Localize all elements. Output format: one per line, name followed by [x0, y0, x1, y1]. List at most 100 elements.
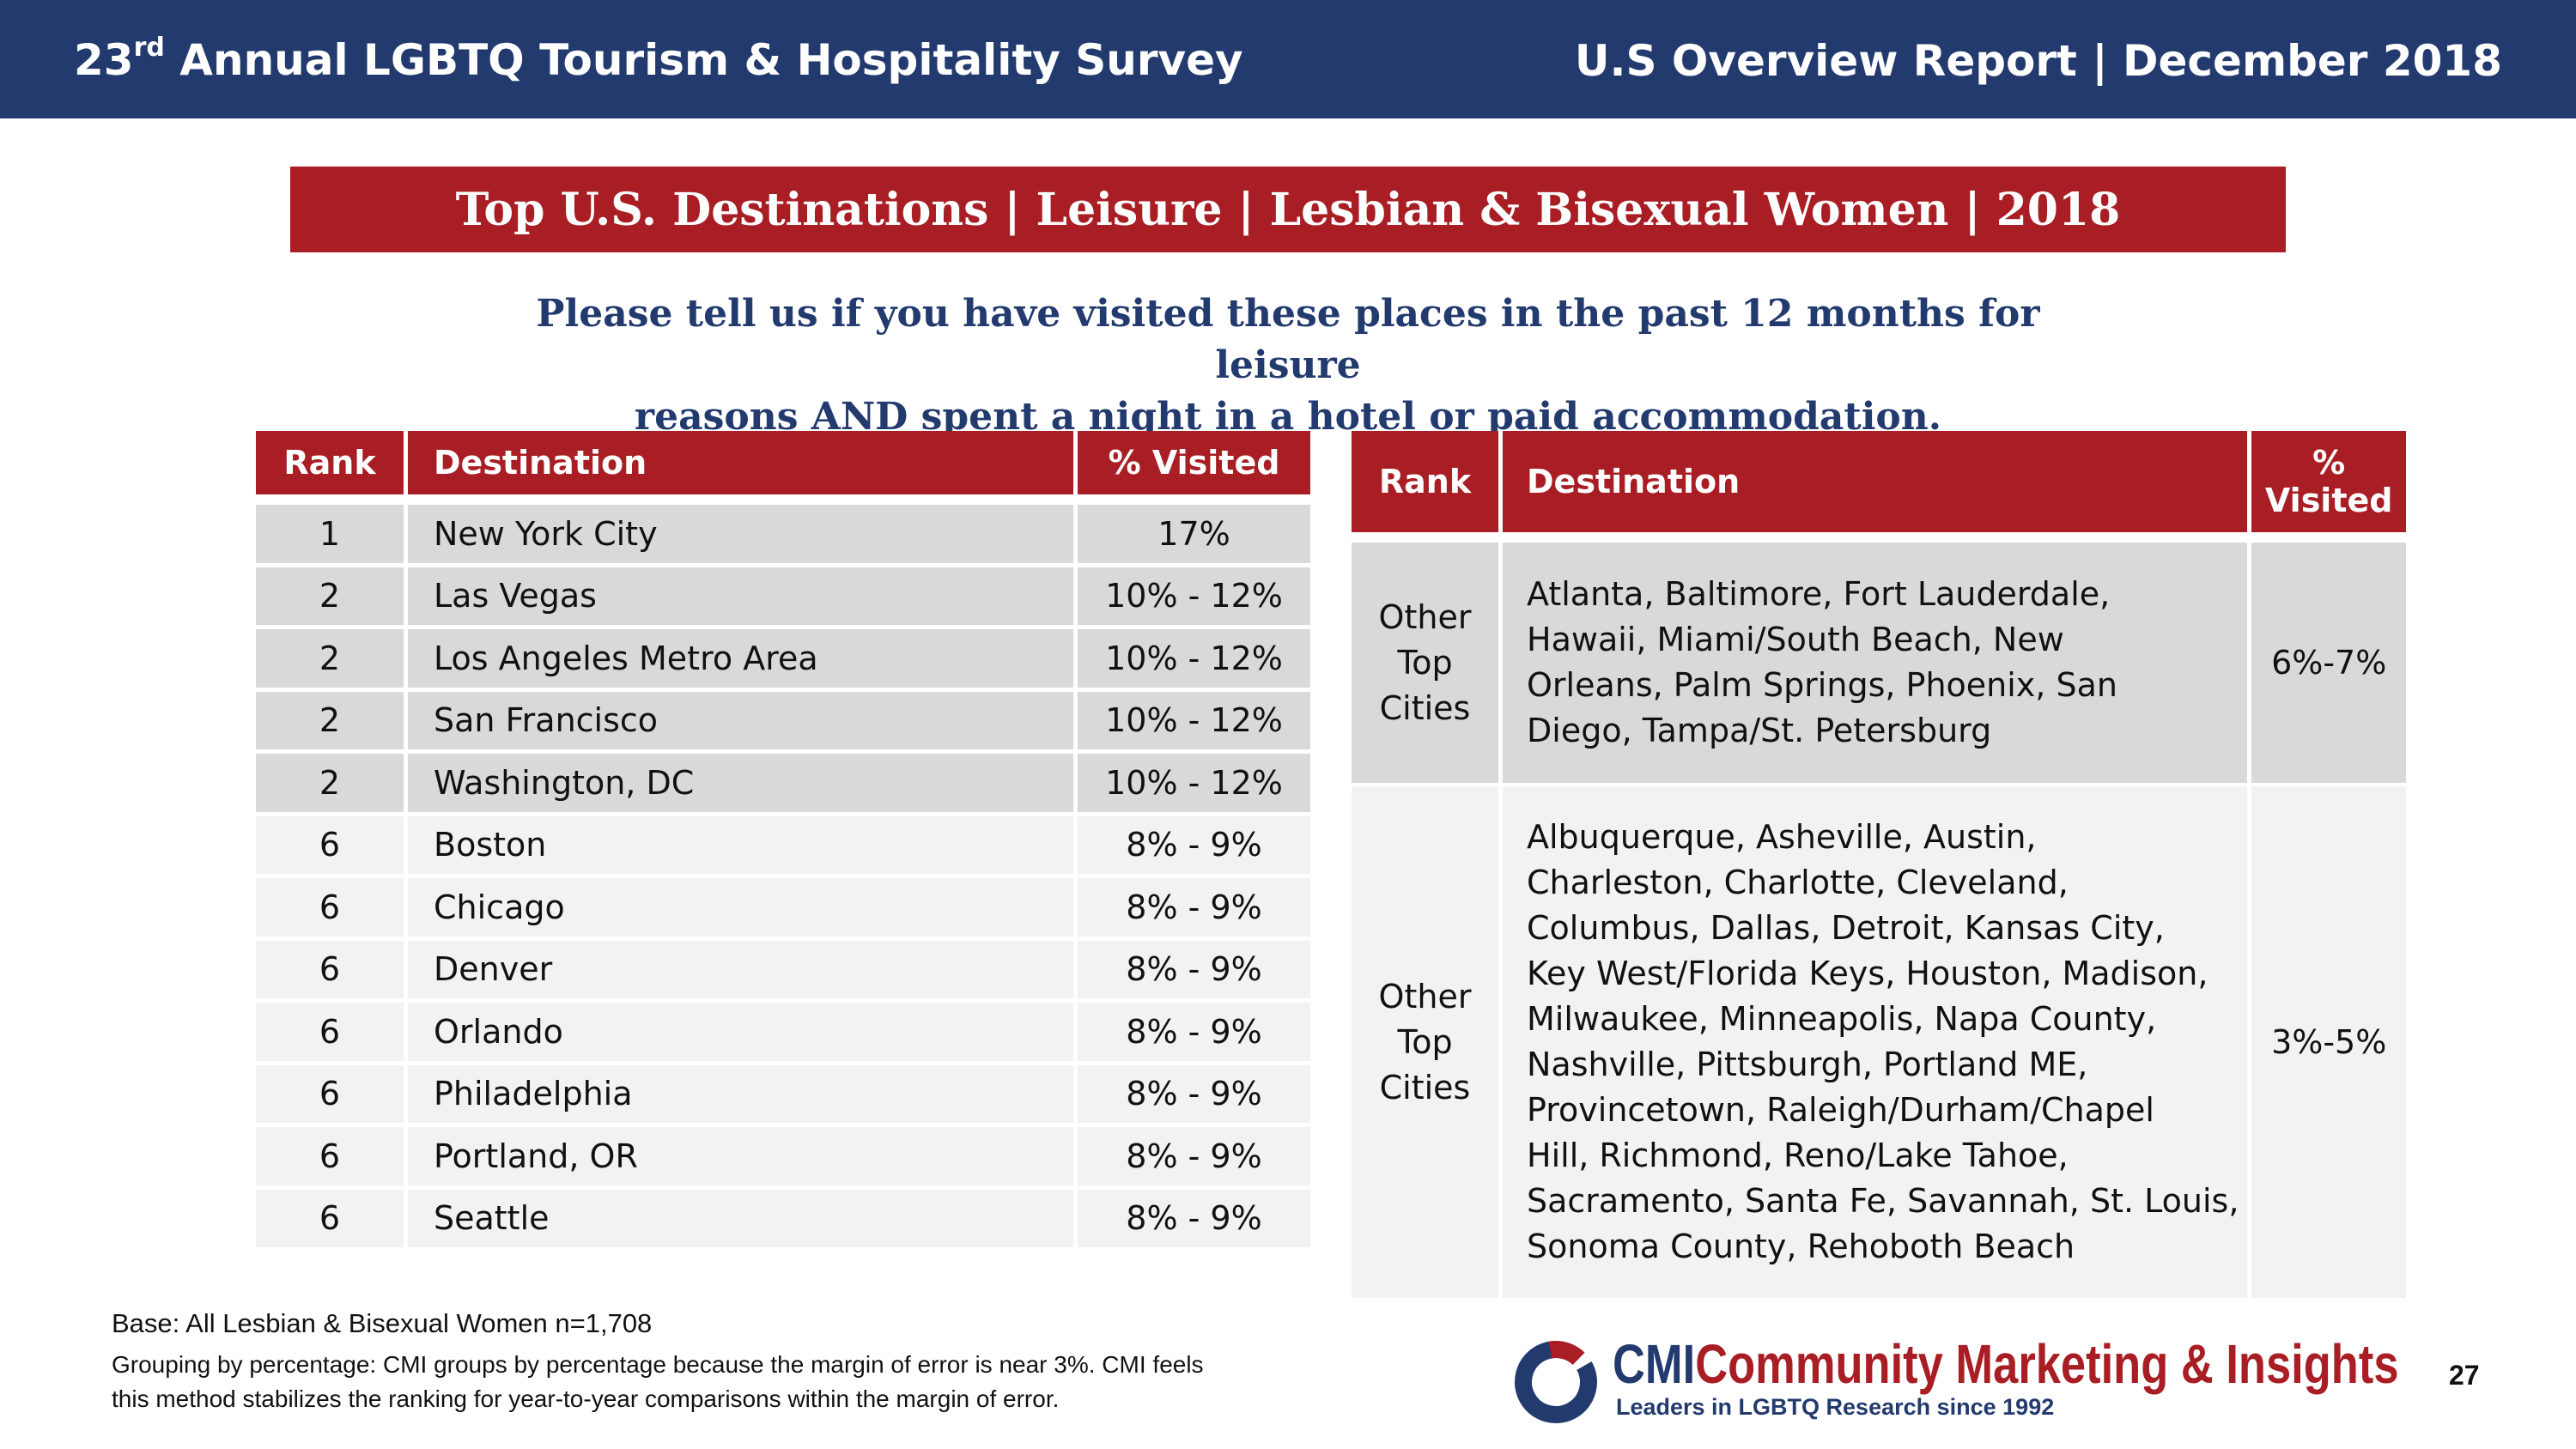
- rank-line: Other: [1378, 977, 1472, 1016]
- destination-line: Charleston, Charlotte, Cleveland,: [1527, 864, 2069, 901]
- table-row: 6 Portland, OR 8% - 9%: [256, 1127, 1310, 1190]
- cmi-logo: CMICommunity Marketing & Insights Leader…: [1511, 1333, 2404, 1423]
- destination-cell: Albuquerque, Asheville, Austin, Charlesto…: [1503, 786, 2252, 1298]
- table-header-row: Rank Destination % Visited: [1352, 431, 2406, 543]
- percent-cell: 3%-5%: [2251, 786, 2406, 1298]
- rank-cell: 6: [256, 1064, 408, 1127]
- rank-line: Other: [1378, 597, 1472, 636]
- destination-line: Hill, Richmond, Reno/Lake Tahoe,: [1527, 1137, 2069, 1174]
- survey-title: 23rd Annual LGBTQ Tourism & Hospitality …: [74, 33, 1243, 85]
- rank-cell: 2: [256, 567, 408, 629]
- table-row: 6 Philadelphia 8% - 9%: [256, 1064, 1310, 1127]
- destination-line: Albuquerque, Asheville, Austin,: [1527, 818, 2037, 856]
- destination-line: Nashville, Pittsburgh, Portland ME,: [1527, 1046, 2088, 1083]
- destination-line: Sacramento, Santa Fe, Savannah, St. Loui…: [1527, 1182, 2239, 1220]
- destination-line: Diego, Tampa/St. Petersburg: [1527, 712, 1992, 749]
- destination-line: Key West/Florida Keys, Houston, Madison,: [1527, 955, 2208, 992]
- header-rank: Rank: [1352, 431, 1503, 543]
- destination-cell: Boston: [408, 815, 1078, 878]
- rank-cell: 6: [256, 1003, 408, 1065]
- rank-cell: 1: [256, 505, 408, 567]
- table-row: 6 Orlando 8% - 9%: [256, 1003, 1310, 1065]
- table-row: 6 Chicago 8% - 9%: [256, 878, 1310, 941]
- destination-line: Provincetown, Raleigh/Durham/Chapel: [1527, 1091, 2154, 1129]
- rank-line: Top: [1397, 1022, 1453, 1061]
- rank-cell: 2: [256, 691, 408, 754]
- table-row: 1 New York City 17%: [256, 505, 1310, 567]
- destination-cell: Washington, DC: [408, 754, 1078, 816]
- rank-line: Cities: [1379, 688, 1471, 727]
- destination-cell: Los Angeles Metro Area: [408, 629, 1078, 692]
- destination-cell: Philadelphia: [408, 1064, 1078, 1127]
- percent-cell: 17%: [1078, 505, 1310, 567]
- table-row: 2 Washington, DC 10% - 12%: [256, 754, 1310, 816]
- percent-cell: 8% - 9%: [1078, 1127, 1310, 1190]
- destination-cell: Chicago: [408, 878, 1078, 941]
- destination-line: Hawaii, Miami/South Beach, New: [1527, 621, 2064, 658]
- table-header-row: Rank Destination % Visited: [256, 431, 1310, 505]
- rank-cell: 6: [256, 940, 408, 1003]
- destination-cell: Las Vegas: [408, 567, 1078, 629]
- rank-cell: 6: [256, 1127, 408, 1190]
- grouping-footnote-line-2: this method stabilizes the ranking for y…: [112, 1385, 1060, 1412]
- header-percent-visited: % Visited: [2251, 431, 2406, 543]
- rank-cell: 2: [256, 629, 408, 692]
- destination-cell: Denver: [408, 940, 1078, 1003]
- header-destination: Destination: [408, 431, 1078, 505]
- rank-cell: Other Top Cities: [1352, 786, 1503, 1298]
- percent-cell: 8% - 9%: [1078, 1003, 1310, 1065]
- destination-line: Atlanta, Baltimore, Fort Lauderdale,: [1527, 575, 2111, 613]
- percent-cell: 8% - 9%: [1078, 878, 1310, 941]
- rank-line: Cities: [1379, 1068, 1471, 1106]
- destination-line: Columbus, Dallas, Detroit, Kansas City,: [1527, 909, 2165, 947]
- percent-cell: 10% - 12%: [1078, 754, 1310, 816]
- header-bar: 23rd Annual LGBTQ Tourism & Hospitality …: [0, 0, 2576, 118]
- page-number: 27: [2449, 1360, 2480, 1391]
- table-row: 6 Seattle 8% - 9%: [256, 1189, 1310, 1252]
- rank-cell: Other Top Cities: [1352, 543, 1503, 786]
- rank-line: Top: [1397, 643, 1453, 682]
- header-rank: Rank: [256, 431, 408, 505]
- table-row: 2 Los Angeles Metro Area 10% - 12%: [256, 629, 1310, 692]
- percent-cell: 8% - 9%: [1078, 1189, 1310, 1252]
- table-row: Other Top Cities Atlanta, Baltimore, Fort L…: [1352, 543, 2406, 786]
- top-destinations-table: Rank Destination % Visited 1 New York Cit…: [256, 431, 1310, 1252]
- brand-name: CMICommunity Marketing & Insights: [1613, 1333, 2399, 1395]
- percent-cell: 10% - 12%: [1078, 691, 1310, 754]
- destination-line: Orleans, Palm Springs, Phoenix, San: [1527, 666, 2117, 704]
- table-row: 6 Boston 8% - 9%: [256, 815, 1310, 878]
- table-row: Other Top Cities Albuquerque, Asheville, Au…: [1352, 786, 2406, 1298]
- percent-cell: 10% - 12%: [1078, 567, 1310, 629]
- destination-cell: Seattle: [408, 1189, 1078, 1252]
- destination-line: Sonoma County, Rehoboth Beach: [1527, 1228, 2075, 1265]
- percent-cell: 6%-7%: [2251, 543, 2406, 786]
- question-line-1: Please tell us if you have visited these…: [536, 292, 2040, 387]
- destination-cell: New York City: [408, 505, 1078, 567]
- destination-cell: San Francisco: [408, 691, 1078, 754]
- table-row: 6 Denver 8% - 9%: [256, 940, 1310, 1003]
- destination-cell: Portland, OR: [408, 1127, 1078, 1190]
- cmi-ring-logo-icon: [1515, 1341, 1597, 1423]
- table-row: 2 Las Vegas 10% - 12%: [256, 567, 1310, 629]
- grouping-footnote: Grouping by percentage: CMI groups by pe…: [112, 1348, 1400, 1416]
- survey-question: Please tell us if you have visited these…: [464, 288, 2112, 443]
- percent-cell: 8% - 9%: [1078, 940, 1310, 1003]
- rank-cell: 6: [256, 1189, 408, 1252]
- rank-cell: 6: [256, 878, 408, 941]
- report-title: U.S Overview Report | December 2018: [1574, 36, 2502, 86]
- destination-cell: Atlanta, Baltimore, Fort Lauderdale, Hawa…: [1503, 543, 2252, 786]
- rank-cell: 6: [256, 815, 408, 878]
- header-percent-visited: % Visited: [1078, 431, 1310, 505]
- percent-cell: 8% - 9%: [1078, 1064, 1310, 1127]
- table-row: 2 San Francisco 10% - 12%: [256, 691, 1310, 754]
- percent-cell: 10% - 12%: [1078, 629, 1310, 692]
- grouping-footnote-line-1: Grouping by percentage: CMI groups by pe…: [112, 1351, 1204, 1378]
- header-destination: Destination: [1503, 431, 2252, 543]
- percent-cell: 8% - 9%: [1078, 815, 1310, 878]
- brand-tagline: Leaders in LGBTQ Research since 1992: [1616, 1394, 2055, 1420]
- destination-line: Milwaukee, Minneapolis, Napa County,: [1527, 1000, 2157, 1038]
- other-destinations-table: Rank Destination % Visited Other Top Citie…: [1352, 431, 2406, 1298]
- base-footnote: Base: All Lesbian & Bisexual Women n=1,7…: [112, 1308, 653, 1338]
- rank-cell: 2: [256, 754, 408, 816]
- slide-title: Top U.S. Destinations | Leisure | Lesbia…: [290, 167, 2286, 252]
